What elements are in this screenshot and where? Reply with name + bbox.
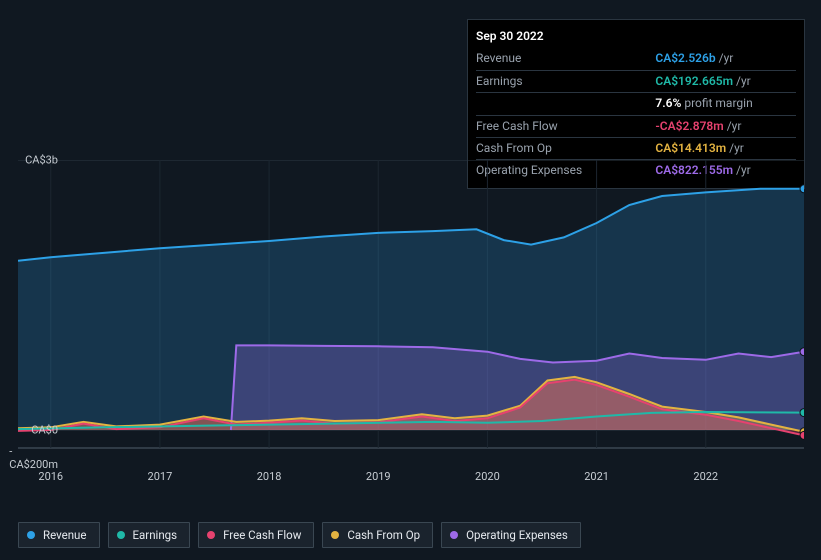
- tooltip-row-label: Earnings: [476, 70, 655, 92]
- tooltip-row-value: CA$192.665m/yr: [655, 70, 796, 92]
- tooltip-row-value: CA$14.413m/yr: [655, 137, 796, 159]
- series-end-dot-revenue: [800, 185, 804, 193]
- x-axis-label: 2021: [584, 470, 609, 483]
- tooltip-row-value: -CA$2.878m/yr: [655, 115, 796, 137]
- x-axis-label: 2016: [38, 470, 63, 483]
- legend-item-free-cash-flow[interactable]: Free Cash Flow: [198, 522, 314, 548]
- legend-item-earnings[interactable]: Earnings: [108, 522, 191, 548]
- tooltip-date: Sep 30 2022: [476, 24, 796, 48]
- tooltip-row-label: Revenue: [476, 48, 655, 70]
- y-axis-label: CA$0: [31, 424, 58, 437]
- x-axis-label: 2018: [257, 470, 282, 483]
- x-axis-label: 2022: [693, 470, 718, 483]
- legend-item-cash-from-op[interactable]: Cash From Op: [322, 522, 433, 548]
- series-end-dot-opex: [800, 348, 804, 356]
- x-axis-label: 2019: [366, 470, 391, 483]
- y-axis-label: CA$3b: [25, 154, 58, 167]
- series-end-dot-fcf: [800, 431, 804, 439]
- tooltip-row-label: Cash From Op: [476, 137, 655, 159]
- legend-label: Revenue: [43, 528, 87, 542]
- legend-label: Free Cash Flow: [223, 528, 301, 542]
- series-end-dot-earnings: [800, 409, 804, 417]
- legend-label: Cash From Op: [347, 528, 420, 542]
- legend-dot-icon: [450, 531, 458, 539]
- tooltip-row-label: [476, 93, 655, 115]
- legend-item-revenue[interactable]: Revenue: [18, 522, 100, 548]
- x-axis-label: 2020: [475, 470, 500, 483]
- legend-item-operating-expenses[interactable]: Operating Expenses: [441, 522, 581, 548]
- tooltip-row-value: 7.6%profit margin: [655, 93, 796, 115]
- legend-label: Operating Expenses: [466, 528, 568, 542]
- legend-dot-icon: [27, 531, 35, 539]
- chart-svg: [18, 160, 804, 478]
- x-axis-label: 2017: [148, 470, 173, 483]
- legend-dot-icon: [117, 531, 125, 539]
- chart-legend: Revenue Earnings Free Cash Flow Cash From O…: [18, 522, 581, 548]
- legend-label: Earnings: [133, 528, 178, 542]
- legend-dot-icon: [207, 531, 215, 539]
- tooltip-row-value: CA$2.526b/yr: [655, 48, 796, 70]
- tooltip-row-label: Free Cash Flow: [476, 115, 655, 137]
- financials-area-chart: CA$3bCA$0-CA$200m 2016201720182019202020…: [18, 160, 804, 478]
- y-axis-label: -CA$200m: [9, 445, 58, 471]
- legend-dot-icon: [331, 531, 339, 539]
